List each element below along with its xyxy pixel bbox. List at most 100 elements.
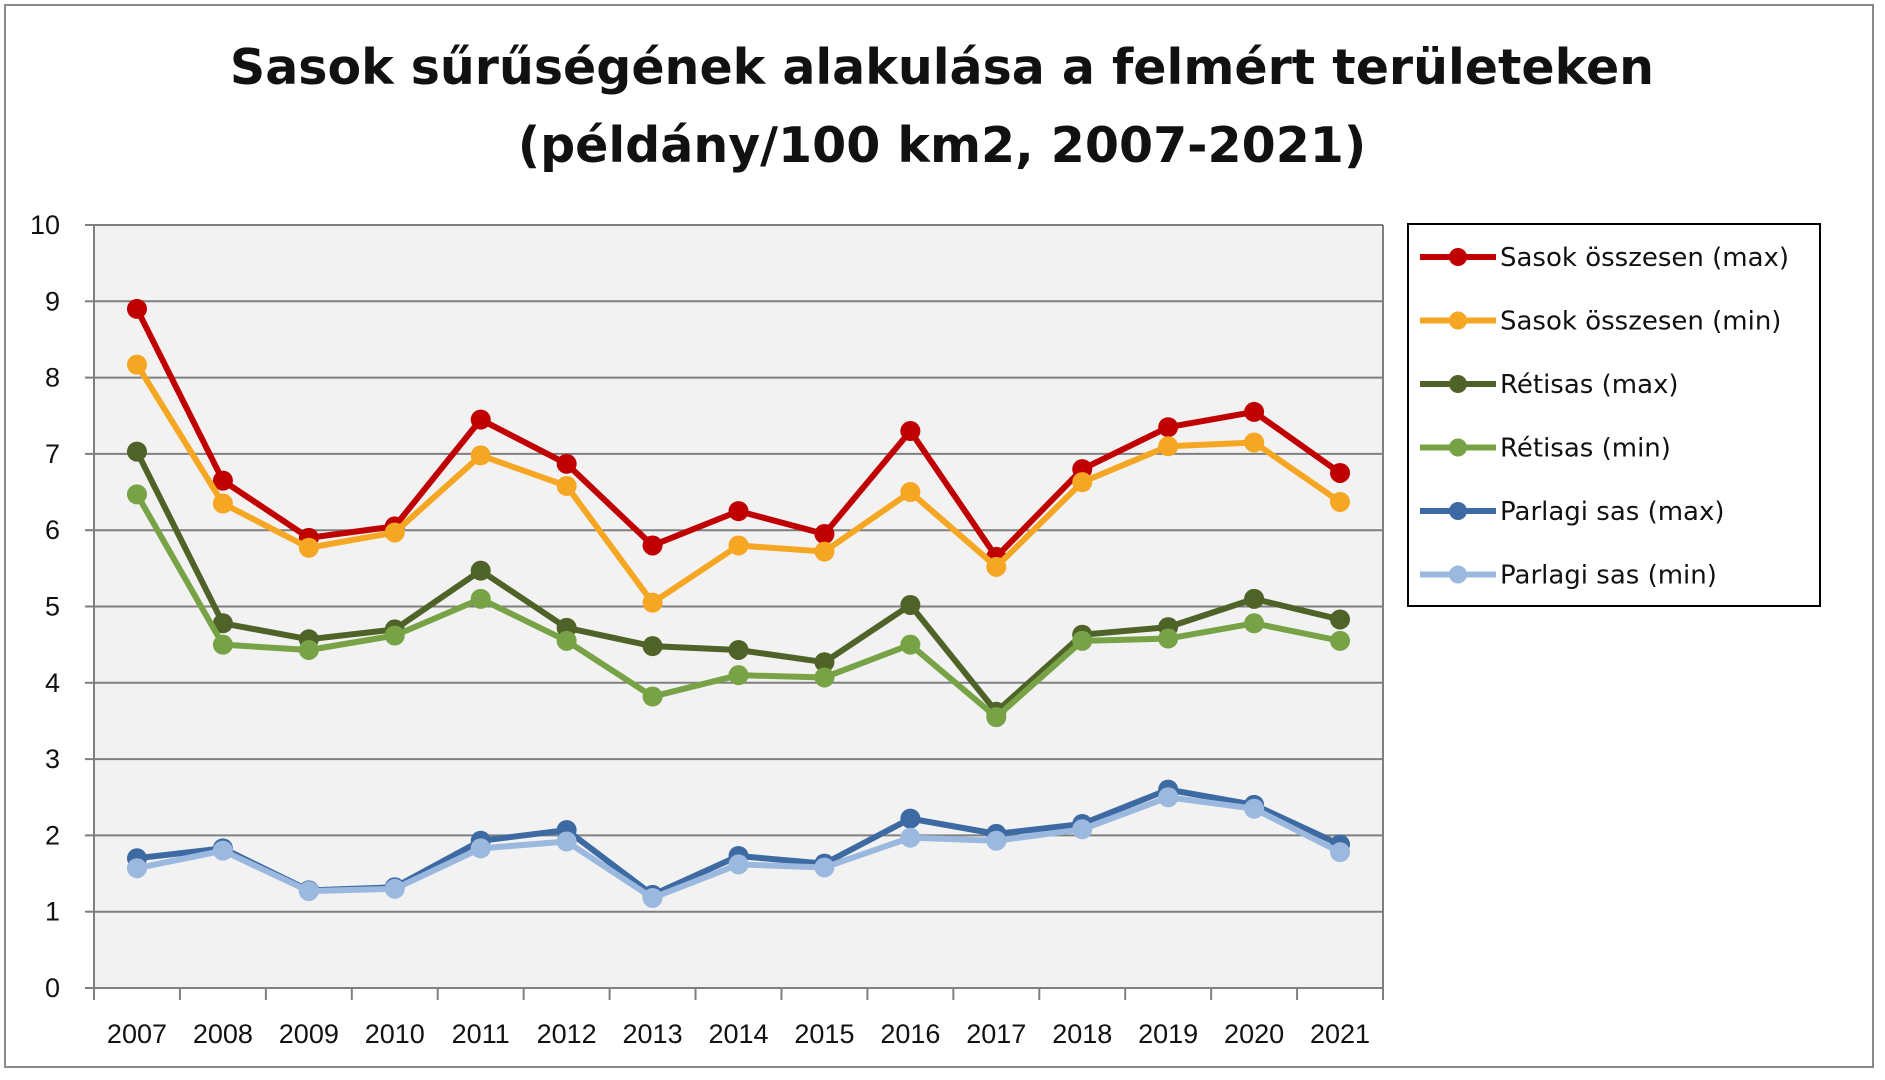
data-point <box>1330 491 1351 512</box>
data-point <box>900 634 921 655</box>
x-tick-label: 2019 <box>1138 1019 1198 1049</box>
data-point <box>1158 787 1179 808</box>
data-point <box>1330 630 1351 651</box>
data-point <box>642 535 663 556</box>
data-point <box>814 652 835 673</box>
legend-item-0: Sasok összesen (max) <box>1420 243 1789 273</box>
y-tick-label: 9 <box>45 286 60 316</box>
legend-item-5: Parlagi sas (min) <box>1420 561 1717 591</box>
data-point <box>642 686 663 707</box>
legend-label: Parlagi sas (max) <box>1500 497 1725 527</box>
data-point <box>470 588 491 609</box>
data-point <box>728 665 749 686</box>
x-tick-label: 2016 <box>880 1019 940 1049</box>
data-point <box>728 639 749 660</box>
data-point <box>126 354 147 375</box>
series-lines <box>126 298 1351 908</box>
data-point <box>1244 432 1265 453</box>
legend-label: Rétisas (max) <box>1500 370 1679 400</box>
chart-title: Sasok sűrűségének alakulása a felmért te… <box>230 39 1654 96</box>
data-point <box>986 830 1007 851</box>
data-point <box>126 858 147 879</box>
data-point <box>126 441 147 462</box>
data-point <box>1244 401 1265 422</box>
x-tick-label: 2020 <box>1224 1019 1284 1049</box>
y-tick-label: 5 <box>45 592 60 622</box>
data-point <box>1158 417 1179 438</box>
legend-item-4: Parlagi sas (max) <box>1420 497 1725 527</box>
legend-swatch-marker <box>1449 375 1467 393</box>
y-tick-label: 4 <box>45 668 60 698</box>
y-tick-label: 2 <box>45 820 60 850</box>
axes: 0 1 2 3 4 5 6 7 8 9 10 2007 2008 2009 2010 2011 2012 2013… <box>30 210 1384 1049</box>
legend-label: Rétisas (min) <box>1500 434 1671 464</box>
data-point <box>126 484 147 505</box>
legend-label: Parlagi sas (min) <box>1500 561 1717 591</box>
data-point <box>470 409 491 430</box>
data-point <box>900 482 921 503</box>
legend-box <box>1407 223 1821 607</box>
legend-swatch-marker <box>1449 438 1467 457</box>
legend-swatch-marker <box>1449 565 1467 584</box>
legend-label: Sasok összesen (min) <box>1500 307 1781 337</box>
legend-swatch-marker <box>1449 502 1467 520</box>
data-point <box>212 634 233 655</box>
data-point <box>212 840 233 861</box>
chart-subtitle: (példány/100 km2, 2007-2021) <box>518 117 1367 174</box>
data-point <box>1158 436 1179 457</box>
data-point <box>900 594 921 615</box>
data-point <box>814 857 835 878</box>
data-point <box>556 831 577 852</box>
data-point <box>728 854 749 875</box>
legend-swatch-marker <box>1449 311 1467 330</box>
data-point <box>986 707 1007 728</box>
x-tick-label: 2021 <box>1310 1019 1370 1049</box>
x-tick-label: 2018 <box>1052 1019 1112 1049</box>
x-tick-label: 2014 <box>708 1019 768 1049</box>
data-point <box>384 522 405 543</box>
data-point <box>212 493 233 514</box>
data-point <box>900 827 921 848</box>
data-point <box>642 887 663 908</box>
data-point <box>384 625 405 646</box>
data-point <box>1244 798 1265 819</box>
legend-item-1: Sasok összesen (min) <box>1420 307 1781 337</box>
data-point <box>470 838 491 859</box>
series-1 <box>126 354 1351 613</box>
data-point <box>1330 609 1351 630</box>
x-tick-label: 2008 <box>193 1019 253 1049</box>
data-point <box>1244 613 1265 634</box>
x-tick-label: 2012 <box>537 1019 597 1049</box>
x-tick-label: 2010 <box>365 1019 425 1049</box>
data-point <box>298 881 319 902</box>
legend: Sasok összesen (max) Sasok összesen (min)… <box>1407 223 1821 607</box>
legend-item-3: Rétisas (min) <box>1420 434 1671 464</box>
data-point <box>814 541 835 562</box>
data-point <box>814 667 835 688</box>
legend-swatch-marker <box>1449 248 1467 266</box>
y-tick-label: 3 <box>45 744 60 774</box>
data-point <box>900 421 921 442</box>
data-point <box>986 556 1007 577</box>
data-point <box>384 878 405 899</box>
y-tick-label: 7 <box>45 439 60 469</box>
data-point <box>470 560 491 581</box>
legend-label: Sasok összesen (max) <box>1500 243 1789 273</box>
data-point <box>556 453 577 474</box>
data-point <box>470 445 491 466</box>
data-point <box>1072 630 1093 651</box>
y-tick-label: 6 <box>45 515 60 545</box>
data-point <box>1158 628 1179 649</box>
x-tick-label: 2015 <box>794 1019 854 1049</box>
data-point <box>212 613 233 634</box>
data-point <box>556 630 577 651</box>
data-point <box>1244 588 1265 609</box>
x-tick-label: 2009 <box>279 1019 339 1049</box>
x-tick-label: 2013 <box>623 1019 683 1049</box>
data-point <box>212 470 233 491</box>
data-point <box>814 524 835 545</box>
series-3 <box>126 484 1351 728</box>
data-point <box>1330 462 1351 483</box>
data-point <box>1330 842 1351 863</box>
series-2 <box>126 441 1351 722</box>
